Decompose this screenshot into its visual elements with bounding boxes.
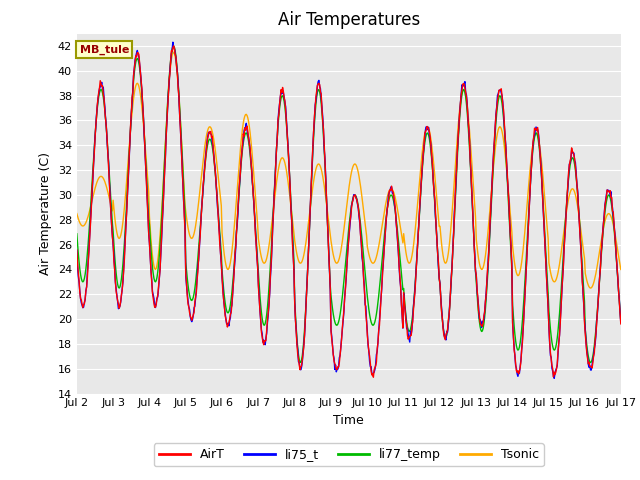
Tsonic (139, 112, 147, 118)
Tsonic (416, 178, 424, 183)
li75_t (431, 214, 439, 220)
Y-axis label: Air Temperature (C): Air Temperature (C) (39, 152, 52, 275)
li77_temp (431, 212, 439, 218)
li77_temp (416, 208, 424, 214)
Tsonic (223, 266, 231, 272)
li75_t (83, 284, 90, 289)
X-axis label: Time: Time (333, 414, 364, 427)
Legend: AirT, li75_t, li77_temp, Tsonic: AirT, li75_t, li77_temp, Tsonic (154, 443, 544, 466)
Tsonic (587, 285, 595, 291)
AirT (223, 324, 231, 330)
Title: Air Temperatures: Air Temperatures (278, 11, 420, 29)
AirT (369, 374, 377, 380)
li75_t (195, 257, 202, 263)
Line: AirT: AirT (77, 46, 621, 377)
li75_t (617, 320, 625, 325)
li75_t (73, 247, 81, 253)
Line: li75_t: li75_t (77, 42, 621, 378)
Tsonic (617, 266, 625, 272)
AirT (195, 255, 202, 261)
Tsonic (431, 180, 439, 186)
li77_temp (170, 43, 177, 49)
Tsonic (170, 49, 177, 55)
AirT (139, 100, 147, 106)
li75_t (223, 322, 231, 327)
AirT (417, 195, 424, 201)
Text: MB_tule: MB_tule (79, 44, 129, 55)
AirT (73, 247, 81, 253)
li77_temp (83, 259, 90, 265)
AirT (433, 225, 440, 231)
li75_t (139, 102, 147, 108)
AirT (170, 43, 177, 49)
li77_temp (587, 360, 595, 365)
li75_t (416, 207, 424, 213)
AirT (617, 321, 625, 327)
li77_temp (139, 102, 147, 108)
li77_temp (617, 318, 625, 324)
Line: Tsonic: Tsonic (77, 52, 621, 288)
li77_temp (73, 231, 81, 237)
li77_temp (195, 246, 202, 252)
AirT (83, 284, 90, 290)
li75_t (550, 375, 558, 381)
Tsonic (73, 211, 81, 216)
Tsonic (195, 200, 202, 205)
li75_t (169, 39, 177, 45)
li77_temp (223, 310, 231, 315)
Tsonic (83, 218, 90, 224)
Line: li77_temp: li77_temp (77, 46, 621, 362)
